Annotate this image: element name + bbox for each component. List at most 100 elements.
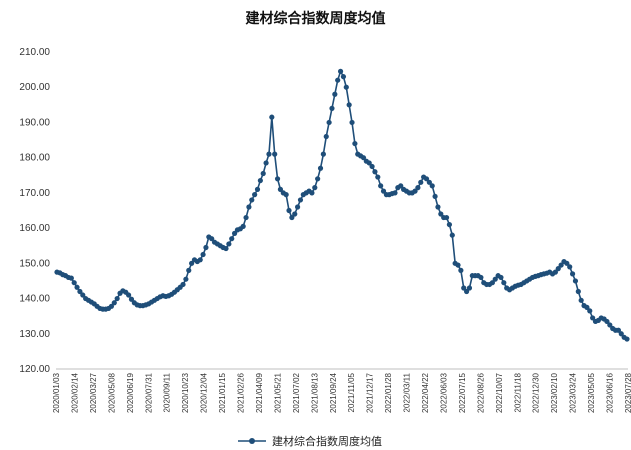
- data-point: [240, 223, 246, 229]
- data-point: [423, 176, 430, 182]
- data-point: [618, 331, 624, 337]
- data-point: [489, 280, 495, 286]
- data-point: [587, 308, 593, 314]
- data-point: [111, 300, 117, 306]
- data-point: [438, 211, 444, 217]
- data-point: [449, 232, 455, 238]
- x-tick-label: 2022/11/18: [513, 372, 522, 412]
- data-point: [180, 281, 186, 288]
- data-point: [501, 280, 507, 286]
- x-tick-label: 2020/03/27: [89, 372, 98, 413]
- x-tick-label: 2021/08/13: [310, 372, 319, 413]
- data-point: [461, 285, 467, 291]
- data-point: [315, 176, 321, 182]
- data-point: [332, 91, 338, 97]
- x-tick-label: 2023/02/10: [550, 372, 559, 413]
- y-tick-label: 210.00: [19, 47, 50, 58]
- data-point: [197, 257, 203, 263]
- data-point: [380, 188, 387, 194]
- data-point: [243, 214, 249, 221]
- legend-marker: [249, 438, 255, 444]
- data-point: [229, 236, 235, 242]
- y-tick-label: 160.00: [19, 223, 50, 234]
- data-point: [375, 174, 381, 180]
- x-tick-label: 2023/05/05: [587, 372, 596, 413]
- x-tick-label: 2022/01/28: [384, 372, 393, 413]
- x-tick-label: 2022/06/03: [439, 372, 448, 413]
- data-point: [607, 322, 613, 328]
- data-point: [312, 185, 318, 191]
- data-point: [455, 262, 461, 268]
- y-tick-label: 120.00: [19, 364, 50, 375]
- series-layer: [54, 68, 630, 342]
- data-point: [458, 267, 464, 273]
- x-tick-label: 2021/09/24: [329, 372, 338, 413]
- data-point: [492, 276, 498, 282]
- data-point: [360, 155, 367, 161]
- data-point: [624, 336, 630, 342]
- data-point: [80, 292, 86, 298]
- x-tick-label: 2020/10/23: [181, 372, 190, 413]
- data-point: [443, 214, 450, 221]
- data-point: [263, 160, 269, 166]
- data-point: [246, 204, 252, 210]
- data-point: [226, 241, 232, 247]
- data-point: [418, 179, 424, 185]
- data-point: [223, 245, 229, 252]
- x-tick-label: 2020/01/03: [52, 372, 61, 413]
- data-point: [337, 68, 344, 74]
- x-tick-label: 2022/08/26: [476, 372, 485, 413]
- y-tick-label: 150.00: [19, 258, 50, 269]
- data-point: [68, 275, 74, 281]
- data-point: [260, 170, 266, 177]
- data-point: [272, 151, 278, 157]
- data-point: [340, 74, 347, 80]
- x-tick-label: 2020/02/14: [70, 372, 79, 413]
- data-point: [372, 169, 378, 175]
- data-point: [335, 77, 341, 83]
- data-point: [252, 192, 258, 198]
- chart-title: 建材综合指数周度均值: [245, 11, 386, 27]
- y-tick-label: 170.00: [19, 188, 50, 199]
- data-point: [108, 303, 115, 309]
- data-point: [209, 236, 215, 242]
- legend-label: 建材综合指数周度均值: [272, 434, 382, 448]
- data-point: [572, 278, 579, 284]
- data-point: [555, 266, 561, 272]
- x-tick-label: 2021/12/17: [366, 372, 375, 413]
- x-tick-label: 2022/03/11: [403, 372, 412, 412]
- data-point: [435, 204, 441, 210]
- x-tick-label: 2021/01/15: [218, 372, 227, 413]
- data-point: [200, 251, 206, 258]
- x-tick-label: 2020/06/19: [126, 372, 135, 413]
- data-point: [274, 176, 281, 182]
- data-point: [366, 160, 372, 166]
- data-point: [346, 102, 352, 108]
- data-point: [578, 297, 584, 303]
- data-point: [114, 295, 120, 302]
- data-point: [412, 188, 418, 194]
- data-point: [254, 186, 261, 192]
- data-point: [277, 186, 284, 192]
- y-tick-label: 140.00: [19, 294, 50, 305]
- data-point: [77, 288, 83, 295]
- x-tick-label: 2022/10/07: [495, 372, 504, 413]
- data-point: [186, 267, 192, 273]
- x-tick-label: 2023/06/16: [606, 372, 615, 413]
- data-point: [398, 183, 404, 189]
- x-tick-label: 2022/12/30: [532, 372, 541, 413]
- x-tick-label: 2021/07/02: [292, 372, 301, 413]
- data-point: [189, 260, 195, 266]
- data-point: [320, 151, 326, 157]
- data-point: [249, 197, 255, 203]
- data-point: [604, 318, 610, 325]
- series-line: [56, 69, 628, 340]
- data-point: [309, 190, 315, 196]
- data-point: [392, 190, 398, 196]
- x-tick-label: 2021/05/21: [273, 372, 282, 413]
- data-point: [352, 140, 358, 147]
- data-point: [569, 271, 576, 277]
- data-point: [289, 214, 295, 221]
- y-tick-label: 130.00: [19, 329, 50, 340]
- x-tick-label: 2023/07/28: [624, 372, 631, 413]
